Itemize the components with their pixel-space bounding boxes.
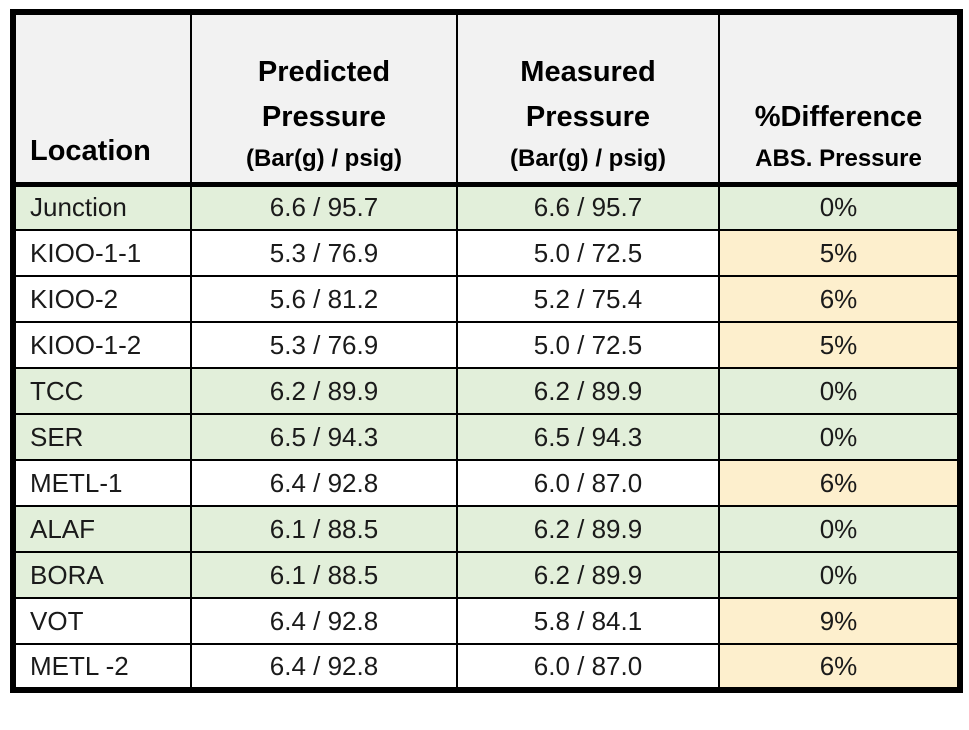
header-cell-location: Location — [12, 11, 192, 187]
table-row: VOT 6.4 / 92.8 5.8 / 84.1 9% — [12, 597, 961, 645]
table-row: Junction 6.6 / 95.7 6.6 / 95.7 0% — [12, 183, 961, 231]
location-cell: TCC — [12, 367, 192, 415]
percent-difference-cell: 0% — [718, 551, 961, 599]
table-row: KIOO-1-1 5.3 / 76.9 5.0 / 72.5 5% — [12, 229, 961, 277]
header-row: Location Predicted Pressure (Bar(g) / ps… — [12, 11, 961, 187]
predicted-pressure-cell: 5.3 / 76.9 — [190, 229, 458, 277]
measured-pressure-cell: 6.5 / 94.3 — [456, 413, 720, 461]
percent-difference-cell: 0% — [718, 367, 961, 415]
predicted-pressure-cell: 6.4 / 92.8 — [190, 459, 458, 507]
location-cell: METL-1 — [12, 459, 192, 507]
abs-pressure-header-label: ABS. Pressure — [755, 144, 922, 172]
location-cell: Junction — [12, 183, 192, 231]
measured-pressure-cell: 5.0 / 72.5 — [456, 229, 720, 277]
percent-difference-cell: 5% — [718, 229, 961, 277]
header-cell-percent-difference: %Difference ABS. Pressure — [718, 11, 961, 187]
percent-difference-cell: 6% — [718, 643, 961, 691]
percent-difference-cell: 5% — [718, 321, 961, 369]
percent-difference-cell: 0% — [718, 505, 961, 553]
predicted-pressure-cell: 6.2 / 89.9 — [190, 367, 458, 415]
predicted-pressure-cell: 6.4 / 92.8 — [190, 597, 458, 645]
percent-difference-cell: 0% — [718, 413, 961, 461]
measured-pressure-cell: 6.0 / 87.0 — [456, 459, 720, 507]
predicted-pressure-header-label: Predicted Pressure — [257, 55, 391, 133]
measured-pressure-cell: 6.2 / 89.9 — [456, 505, 720, 553]
predicted-pressure-cell: 5.3 / 76.9 — [190, 321, 458, 369]
measured-pressure-cell: 6.2 / 89.9 — [456, 551, 720, 599]
table-header: Location Predicted Pressure (Bar(g) / ps… — [12, 11, 961, 187]
measured-pressure-cell: 6.0 / 87.0 — [456, 643, 720, 691]
location-cell: METL -2 — [12, 643, 192, 691]
table-row: KIOO-2 5.6 / 81.2 5.2 / 75.4 6% — [12, 275, 961, 323]
table-row: METL-1 6.4 / 92.8 6.0 / 87.0 6% — [12, 459, 961, 507]
table-row: BORA 6.1 / 88.5 6.2 / 89.9 0% — [12, 551, 961, 599]
location-cell: KIOO-1-2 — [12, 321, 192, 369]
predicted-pressure-cell: 6.4 / 92.8 — [190, 643, 458, 691]
predicted-pressure-units-label: (Bar(g) / psig) — [246, 144, 402, 172]
percent-difference-cell: 6% — [718, 459, 961, 507]
location-cell: SER — [12, 413, 192, 461]
location-cell: KIOO-1-1 — [12, 229, 192, 277]
location-cell: VOT — [12, 597, 192, 645]
pressure-comparison-table: Location Predicted Pressure (Bar(g) / ps… — [10, 9, 963, 693]
percent-difference-cell: 6% — [718, 275, 961, 323]
location-cell: ALAF — [12, 505, 192, 553]
pressure-comparison-table-container: Location Predicted Pressure (Bar(g) / ps… — [10, 9, 963, 693]
percent-difference-header-label: %Difference — [754, 100, 923, 133]
location-cell: BORA — [12, 551, 192, 599]
predicted-pressure-cell: 6.1 / 88.5 — [190, 505, 458, 553]
percent-difference-cell: 0% — [718, 183, 961, 231]
measured-pressure-cell: 5.0 / 72.5 — [456, 321, 720, 369]
predicted-pressure-cell: 6.1 / 88.5 — [190, 551, 458, 599]
header-cell-predicted-pressure: Predicted Pressure (Bar(g) / psig) — [190, 11, 458, 187]
table-row: ALAF 6.1 / 88.5 6.2 / 89.9 0% — [12, 505, 961, 553]
measured-pressure-cell: 5.8 / 84.1 — [456, 597, 720, 645]
measured-pressure-cell: 6.6 / 95.7 — [456, 183, 720, 231]
predicted-pressure-cell: 6.5 / 94.3 — [190, 413, 458, 461]
predicted-pressure-cell: 6.6 / 95.7 — [190, 183, 458, 231]
table-body: Junction 6.6 / 95.7 6.6 / 95.7 0% KIOO-1-1 5.… — [12, 183, 961, 691]
location-cell: KIOO-2 — [12, 275, 192, 323]
table-row: TCC 6.2 / 89.9 6.2 / 89.9 0% — [12, 367, 961, 415]
header-cell-measured-pressure: Measured Pressure (Bar(g) / psig) — [456, 11, 720, 187]
table-row: METL -2 6.4 / 92.8 6.0 / 87.0 6% — [12, 643, 961, 691]
percent-difference-cell: 9% — [718, 597, 961, 645]
measured-pressure-cell: 5.2 / 75.4 — [456, 275, 720, 323]
measured-pressure-units-label: (Bar(g) / psig) — [510, 144, 666, 172]
table-row: KIOO-1-2 5.3 / 76.9 5.0 / 72.5 5% — [12, 321, 961, 369]
measured-pressure-cell: 6.2 / 89.9 — [456, 367, 720, 415]
measured-pressure-header-label: Measured Pressure — [520, 55, 656, 133]
location-header-label: Location — [30, 134, 151, 167]
predicted-pressure-cell: 5.6 / 81.2 — [190, 275, 458, 323]
table-row: SER 6.5 / 94.3 6.5 / 94.3 0% — [12, 413, 961, 461]
